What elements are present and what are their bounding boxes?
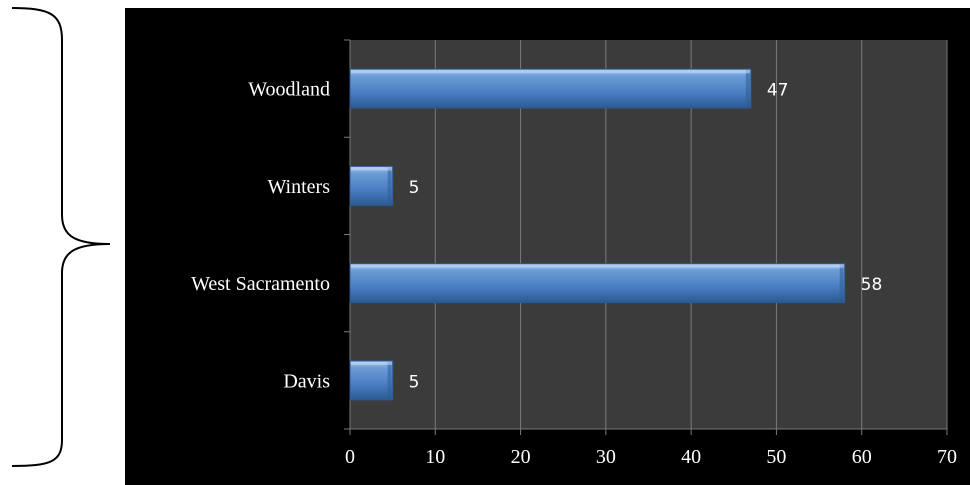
bar-bevel [745,70,750,108]
category-label: Woodland [248,79,330,101]
data-label: 5 [409,372,420,392]
x-tick-label: 60 [852,446,872,468]
x-tick-label: 50 [766,446,786,468]
labels: 0 10 20 30 40 50 60 70 Woodland 47 Winters 5 West Sa… [191,79,957,468]
chart-container: 0 10 20 30 40 50 60 70 Woodland 47 Winters 5 West Sa… [125,8,970,485]
x-tick-label: 20 [511,446,531,468]
data-label: 5 [409,178,420,198]
bar-highlight [351,167,392,171]
bar [349,263,846,304]
x-tick-label: 70 [937,446,957,468]
bar-bevel [387,361,392,399]
bar-body [349,263,846,304]
category-label: Davis [283,370,330,392]
data-label: 58 [861,275,883,295]
x-tick-label: 10 [425,446,445,468]
bar-highlight [351,361,392,365]
category-label: Winters [267,176,330,198]
bar [349,165,394,206]
x-tick-label: 30 [596,446,616,468]
x-tick-label: 0 [345,446,355,468]
bar-bevel [839,264,844,302]
bar-bevel [387,167,392,205]
bar-body [349,165,394,206]
bar-highlight [351,70,750,74]
curly-brace-icon [11,7,111,467]
bar-body [349,360,394,401]
data-label: 47 [767,81,789,101]
bar [349,68,752,109]
x-tick-label: 40 [681,446,701,468]
bar-highlight [351,264,844,268]
bar [349,360,394,401]
bars [349,68,846,401]
bar-body [349,68,752,109]
bar-chart: 0 10 20 30 40 50 60 70 Woodland 47 Winters 5 West Sa… [191,39,957,468]
category-label: West Sacramento [191,273,330,295]
